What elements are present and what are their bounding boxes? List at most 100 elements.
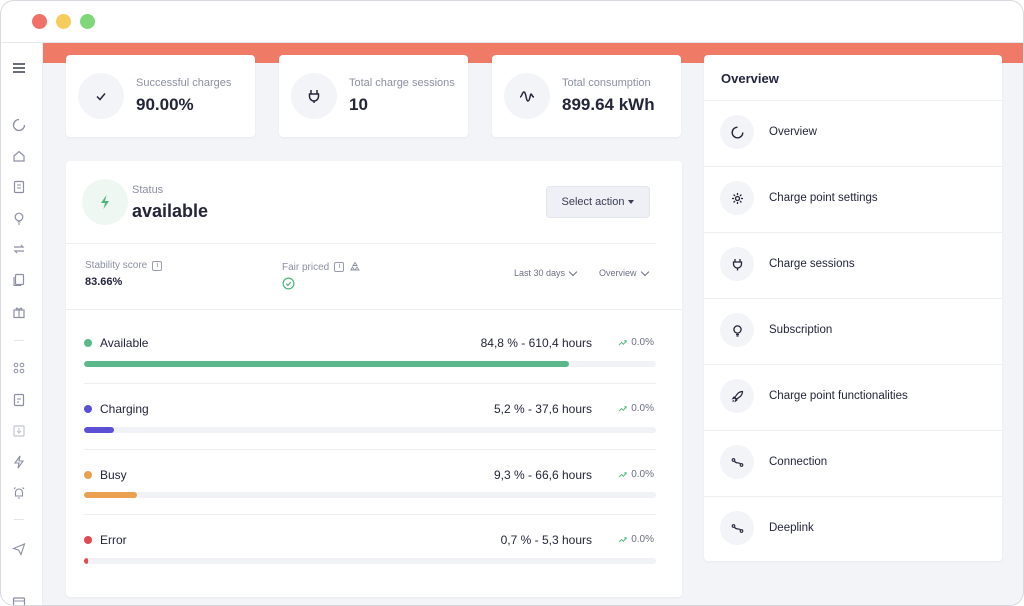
home-icon[interactable] <box>12 149 26 163</box>
sidebar-divider <box>14 519 24 520</box>
view-dropdown[interactable]: Overview <box>599 267 649 278</box>
overview-item-label: Charge sessions <box>769 258 855 270</box>
row-name: Charging <box>100 402 149 416</box>
select-action-button[interactable]: Select action <box>546 186 650 218</box>
sidebar-divider <box>14 340 24 341</box>
chevron-down-icon <box>568 267 578 276</box>
view-value: Overview <box>599 268 637 278</box>
card-icon[interactable] <box>12 595 26 605</box>
invoice-icon[interactable] <box>12 393 26 407</box>
close-window-button[interactable] <box>32 14 47 29</box>
progress-fill <box>84 361 570 367</box>
status-value: available <box>132 201 209 221</box>
progress-fill <box>84 427 114 433</box>
error-dot <box>84 536 92 544</box>
gear-icon <box>720 181 754 215</box>
row-value: 5,2 % - 37,6 hours <box>493 402 592 416</box>
stat-label: Total charge sessions <box>349 77 455 89</box>
alarm-bell-icon[interactable] <box>12 486 26 500</box>
row-name: Available <box>100 336 149 350</box>
plug-icon <box>291 73 337 119</box>
overview-item-label: Deeplink <box>769 522 814 534</box>
trend-up-icon <box>618 340 627 346</box>
caret-down-icon <box>628 200 635 204</box>
overview-item-connection[interactable]: Connection <box>704 430 1002 495</box>
stability-score-value: 83.66% <box>85 276 123 288</box>
divider <box>66 309 682 310</box>
trend-up-icon <box>618 406 627 412</box>
trend-value: 0.0% <box>631 469 654 480</box>
stability-score-label: Stability score i <box>85 260 163 271</box>
progress-track <box>84 427 656 433</box>
status-card: Status available Select action Stability… <box>66 161 682 597</box>
stat-label: Successful charges <box>136 77 232 89</box>
trend: 0.0% <box>618 534 654 545</box>
plug-icon <box>720 247 754 281</box>
row-name: Error <box>100 533 127 547</box>
trend: 0.0% <box>618 337 654 348</box>
divider <box>66 243 656 244</box>
link-icon <box>720 511 754 545</box>
overview-item-subscription[interactable]: Subscription <box>704 298 1002 363</box>
rocket-icon <box>720 379 754 413</box>
stat-value: 10 <box>349 95 368 114</box>
receipt-icon[interactable] <box>12 180 26 194</box>
trend-up-icon <box>618 537 627 543</box>
send-icon[interactable] <box>12 542 26 556</box>
progress-fill <box>84 492 138 498</box>
stat-card-total-charge-sessions: Total charge sessions 10 <box>279 55 468 137</box>
transfer-icon[interactable] <box>12 242 26 256</box>
trend-value: 0.0% <box>631 534 654 545</box>
download-icon[interactable] <box>12 424 26 438</box>
info-icon[interactable]: i <box>152 260 163 271</box>
overview-item-charge-point-settings[interactable]: Charge point settings <box>704 166 1002 231</box>
trend-value: 0.0% <box>631 337 654 348</box>
stat-value: 899.64 kWh <box>562 95 655 114</box>
charging-dot <box>84 405 92 413</box>
chevron-down-icon <box>640 267 649 276</box>
row-name: Busy <box>100 468 127 482</box>
overview-item-overview[interactable]: Overview <box>704 100 1002 165</box>
wave-icon <box>504 73 550 119</box>
overview-item-label: Overview <box>769 126 817 138</box>
minimize-window-button[interactable] <box>56 14 71 29</box>
row-value: 84,8 % - 610,4 hours <box>480 336 592 350</box>
documents-icon[interactable] <box>12 273 26 287</box>
trend-up-icon <box>618 472 627 478</box>
overview-item-deeplink[interactable]: Deeplink <box>704 496 1002 561</box>
stability-score-text: Stability score <box>85 260 148 271</box>
overview-panel: Overview Overview Charge point settings … <box>704 55 1002 561</box>
dashboard-icon[interactable] <box>12 118 26 132</box>
progress-track <box>84 558 656 564</box>
overview-item-label: Connection <box>769 456 828 468</box>
divider <box>84 514 656 515</box>
overview-item-label: Charge point functionalities <box>769 390 908 402</box>
maximize-window-button[interactable] <box>80 14 95 29</box>
hamburger-menu-icon[interactable] <box>12 61 26 75</box>
sidebar <box>1 43 43 605</box>
lightning-icon[interactable] <box>12 455 26 469</box>
bulb-icon <box>720 313 754 347</box>
fair-priced-label: Fair priced i <box>282 261 361 273</box>
gift-icon[interactable] <box>12 305 26 319</box>
stat-card-successful-charges: Successful charges 90.00% <box>66 55 255 137</box>
date-range-dropdown[interactable]: Last 30 days <box>514 267 578 278</box>
overview-item-charge-sessions[interactable]: Charge sessions <box>704 232 1002 297</box>
progress-fill <box>84 558 88 564</box>
recycle-icon <box>350 261 361 271</box>
trend: 0.0% <box>618 469 654 480</box>
divider <box>84 449 656 450</box>
stat-label: Total consumption <box>562 77 651 89</box>
check-icon <box>78 73 124 119</box>
info-icon[interactable]: i <box>334 262 345 272</box>
overview-item-charge-point-functionalities[interactable]: Charge point functionalities <box>704 364 1002 429</box>
stat-value: 90.00% <box>136 95 194 114</box>
bulb-icon[interactable] <box>12 211 26 225</box>
date-range-value: Last 30 days <box>514 268 566 278</box>
available-dot <box>84 339 92 347</box>
overview-item-label: Charge point settings <box>769 192 878 204</box>
busy-dot <box>84 471 92 479</box>
apps-grid-icon[interactable] <box>12 361 26 375</box>
row-value: 9,3 % - 66,6 hours <box>493 468 592 482</box>
